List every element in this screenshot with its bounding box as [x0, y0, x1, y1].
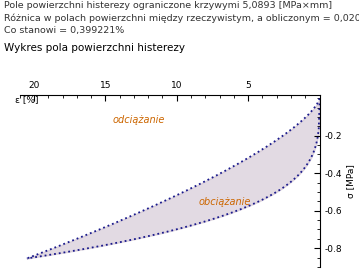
Text: Różnica w polach powierzchni między rzeczywistym, a obliczonym = 0,020399: Różnica w polach powierzchni między rzec… [4, 14, 359, 23]
Text: odciążanie: odciążanie [112, 115, 165, 125]
Text: obciążanie: obciążanie [198, 197, 251, 207]
Text: Pole powierzchni histerezy ograniczone krzywymi 5,0893 [MPa×mm]: Pole powierzchni histerezy ograniczone k… [4, 1, 332, 10]
Text: Wykres pola powierzchni histerezy: Wykres pola powierzchni histerezy [4, 43, 185, 53]
Text: ε [%]: ε [%] [15, 95, 39, 105]
Text: Co stanowi = 0,399221%: Co stanowi = 0,399221% [4, 26, 124, 35]
Y-axis label: σ [MPa]: σ [MPa] [346, 164, 355, 198]
